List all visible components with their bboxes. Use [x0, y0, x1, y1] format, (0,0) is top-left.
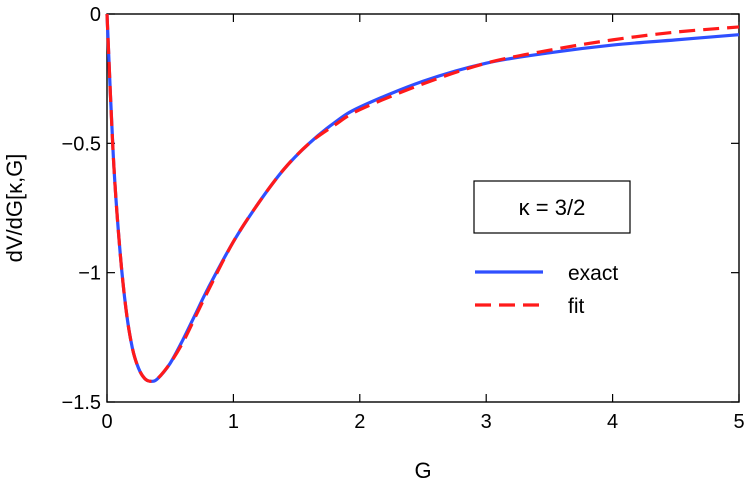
annotation-frame	[473, 180, 631, 234]
plot-frame	[106, 13, 740, 403]
annotation-text: κ = 3/2	[519, 195, 586, 220]
x-tick-label: 1	[228, 411, 239, 433]
y-axis-label: dV/dG[κ,G]	[2, 154, 27, 263]
series-layer	[105, 13, 740, 383]
legend-label-fit: fit	[568, 295, 585, 318]
x-tick-label: 0	[101, 411, 112, 433]
y-tick-label: 0	[90, 4, 101, 26]
y-tick-label: −0.5	[62, 133, 101, 155]
x-tick-label: 5	[733, 411, 744, 433]
x-axis-ticks: 0 1 2 3 4 5	[101, 14, 745, 433]
x-axis-label: G	[414, 458, 431, 483]
y-axis-ticks: 0 −0.5 −1 −1.5	[62, 4, 739, 414]
x-tick-label: 2	[354, 411, 365, 433]
legend-label-exact: exact	[568, 262, 618, 285]
annotation-box: κ = 3/2	[473, 180, 631, 234]
x-tick-label: 4	[607, 411, 618, 433]
series-line-fit	[105, 13, 740, 383]
y-tick-label: −1.5	[62, 392, 101, 414]
y-tick-label: −1	[78, 263, 101, 285]
x-tick-label: 3	[481, 411, 492, 433]
legend: exact fit	[475, 262, 618, 318]
